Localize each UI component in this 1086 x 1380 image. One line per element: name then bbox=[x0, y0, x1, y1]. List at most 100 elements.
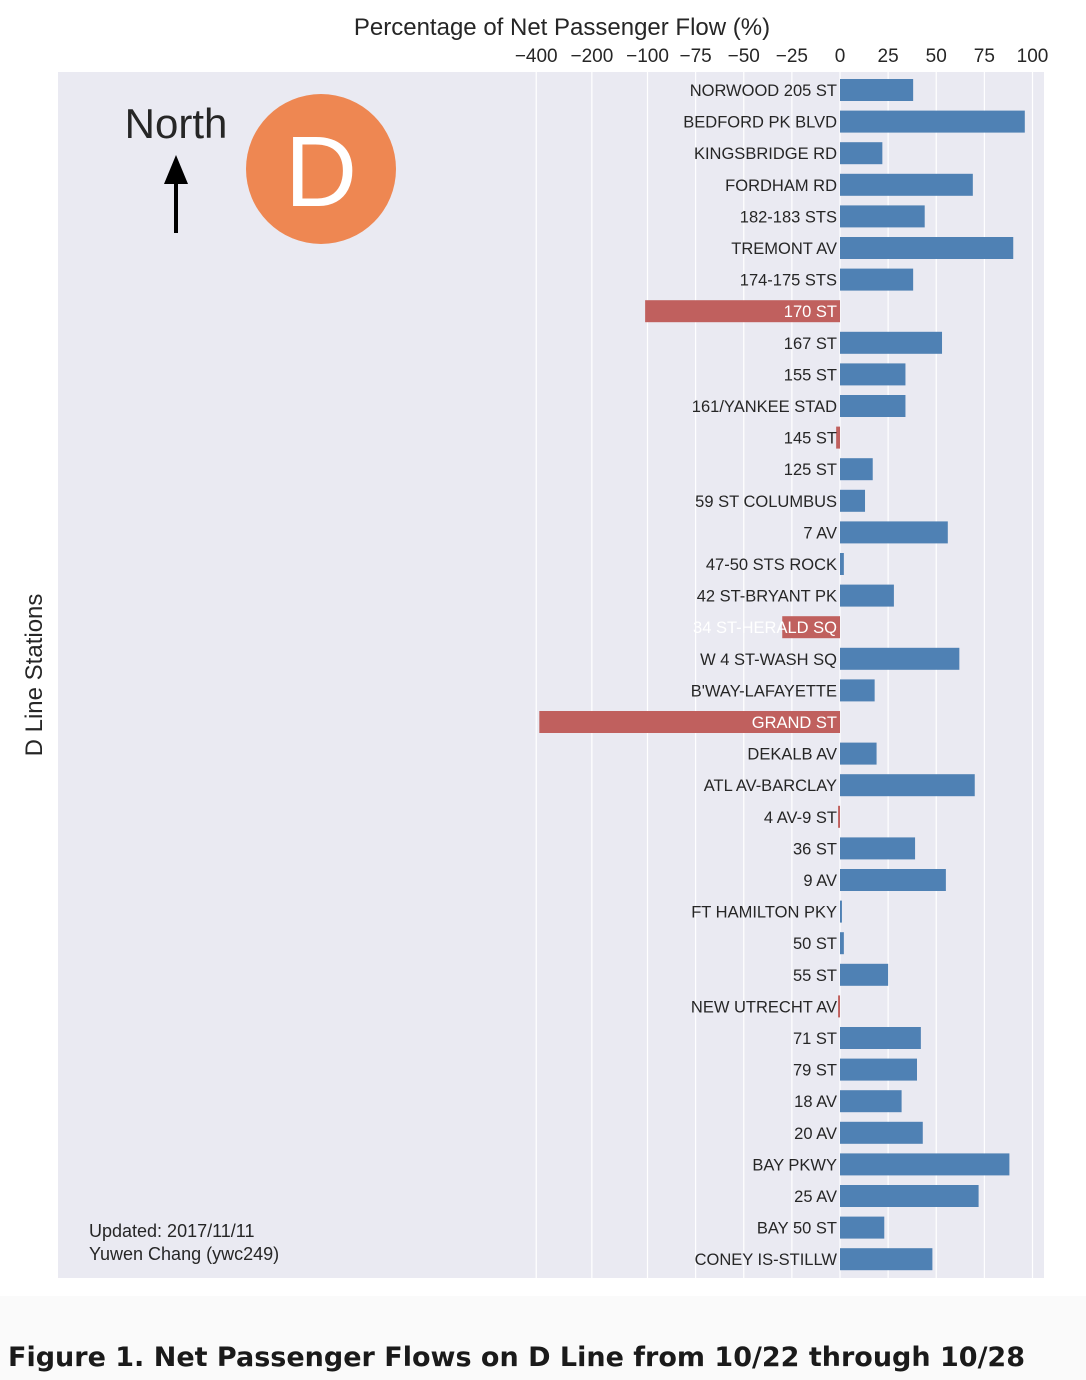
bar bbox=[840, 963, 889, 986]
category-label: NEW UTRECHT AV bbox=[691, 998, 837, 1016]
category-label: FT HAMILTON PKY bbox=[691, 904, 837, 922]
x-tick-label: 100 bbox=[1017, 46, 1049, 67]
bar bbox=[840, 1027, 921, 1049]
bar bbox=[838, 805, 840, 828]
category-label: 9 AV bbox=[803, 872, 837, 890]
bar bbox=[840, 173, 973, 196]
category-label: 55 ST bbox=[793, 967, 837, 985]
x-axis-title: Percentage of Net Passenger Flow (%) bbox=[354, 14, 770, 41]
bar bbox=[840, 79, 914, 101]
x-tick-label: −100 bbox=[626, 46, 669, 67]
category-label: B'WAY-LAFAYETTE bbox=[691, 682, 837, 700]
category-label: BEDFORD PK BLVD bbox=[683, 114, 837, 132]
bar-chart: NORWOOD 205 ST BEDFORD PK BLVD KINGSBRIDGE… bbox=[21, 14, 1049, 1278]
x-tick-label: 75 bbox=[974, 46, 995, 67]
category-label: 34 ST-HERALD SQ bbox=[693, 619, 837, 637]
bar bbox=[840, 521, 948, 544]
updated-note: Updated: 2017/11/11 bbox=[89, 1221, 254, 1241]
category-label: FORDHAM RD bbox=[725, 177, 837, 195]
bar bbox=[840, 205, 925, 228]
bar bbox=[840, 647, 960, 670]
category-label: 50 ST bbox=[793, 935, 837, 953]
category-label: ATL AV-BARCLAY bbox=[704, 777, 837, 795]
d-line-badge: D bbox=[246, 94, 396, 244]
bar bbox=[840, 458, 873, 481]
category-label: BAY PKWY bbox=[752, 1156, 837, 1174]
bar bbox=[840, 142, 883, 165]
author-note: Yuwen Chang (ywc249) bbox=[89, 1244, 279, 1264]
x-tick-label: 0 bbox=[835, 46, 846, 67]
bars bbox=[539, 79, 1025, 1271]
bar bbox=[782, 616, 840, 639]
category-label: 59 ST COLUMBUS bbox=[695, 493, 837, 511]
x-tick-label: −400 bbox=[515, 46, 558, 67]
category-label: 174-175 STS bbox=[740, 272, 837, 290]
category-label: 47-50 STS ROCK bbox=[706, 556, 837, 574]
x-tick-labels: −400 −200 −100 −75 −50 −25 0 25 50 75 100 bbox=[515, 46, 1049, 67]
bar bbox=[840, 1058, 917, 1081]
category-label: DEKALB AV bbox=[747, 746, 837, 764]
x-tick-label: 25 bbox=[878, 46, 899, 67]
north-label: North bbox=[125, 100, 228, 147]
category-labels: NORWOOD 205 ST BEDFORD PK BLVD KINGSBRIDGE… bbox=[683, 82, 837, 1269]
bar bbox=[840, 932, 844, 955]
category-label: 7 AV bbox=[803, 524, 837, 542]
category-label: GRAND ST bbox=[752, 714, 837, 732]
bar bbox=[840, 900, 842, 923]
category-label: 4 AV-9 ST bbox=[764, 809, 837, 827]
caption-background bbox=[0, 1296, 1086, 1380]
figure-caption: Figure 1. Net Passenger Flows on D Line … bbox=[8, 1342, 1026, 1373]
bar bbox=[840, 395, 906, 417]
category-label: 145 ST bbox=[784, 430, 837, 448]
bar bbox=[840, 1248, 933, 1271]
category-label: NORWOOD 205 ST bbox=[690, 82, 837, 100]
bar bbox=[836, 426, 840, 449]
bar bbox=[840, 553, 844, 575]
category-label: 36 ST bbox=[793, 840, 837, 858]
bar bbox=[840, 110, 1025, 133]
bar bbox=[840, 774, 975, 797]
x-tick-label: 50 bbox=[926, 46, 947, 67]
bar bbox=[840, 837, 916, 860]
category-label: 182-183 STS bbox=[740, 208, 837, 226]
category-label: 161/YANKEE STAD bbox=[692, 398, 837, 416]
x-tick-label: −75 bbox=[680, 46, 712, 67]
bar bbox=[838, 995, 840, 1018]
category-label: 167 ST bbox=[784, 335, 837, 353]
category-label: TREMONT AV bbox=[731, 240, 837, 258]
category-label: CONEY IS-STILLW bbox=[695, 1251, 838, 1269]
bar bbox=[840, 1090, 902, 1113]
bar bbox=[645, 300, 840, 323]
x-tick-label: −25 bbox=[776, 46, 808, 67]
bar bbox=[840, 268, 914, 291]
y-axis-title: D Line Stations bbox=[21, 594, 48, 757]
category-label: 25 AV bbox=[794, 1188, 837, 1206]
bar bbox=[840, 869, 946, 891]
bar bbox=[840, 679, 875, 702]
bar bbox=[840, 584, 894, 607]
category-label: W 4 ST-WASH SQ bbox=[700, 651, 837, 669]
bar bbox=[840, 1216, 885, 1239]
category-label: 18 AV bbox=[794, 1093, 837, 1111]
category-label: 20 AV bbox=[794, 1125, 837, 1143]
bar bbox=[840, 742, 877, 765]
category-label: KINGSBRIDGE RD bbox=[694, 145, 837, 163]
category-label: 125 ST bbox=[784, 461, 837, 479]
category-label: 42 ST-BRYANT PK bbox=[697, 588, 837, 606]
category-label: 79 ST bbox=[793, 1062, 837, 1080]
bar bbox=[840, 489, 866, 512]
category-label: 71 ST bbox=[793, 1030, 837, 1048]
category-label: 155 ST bbox=[784, 366, 837, 384]
bar bbox=[840, 331, 943, 354]
bar bbox=[840, 237, 1014, 259]
bar bbox=[539, 711, 840, 733]
x-tick-label: −200 bbox=[570, 46, 613, 67]
north-arrow-icon bbox=[164, 155, 188, 233]
category-label: BAY 50 ST bbox=[757, 1220, 837, 1238]
x-tick-label: −50 bbox=[728, 46, 760, 67]
bar bbox=[840, 1153, 1010, 1176]
line-letter: D bbox=[285, 116, 357, 228]
bar bbox=[840, 1121, 923, 1144]
bar bbox=[840, 1185, 979, 1207]
bar bbox=[840, 363, 906, 386]
